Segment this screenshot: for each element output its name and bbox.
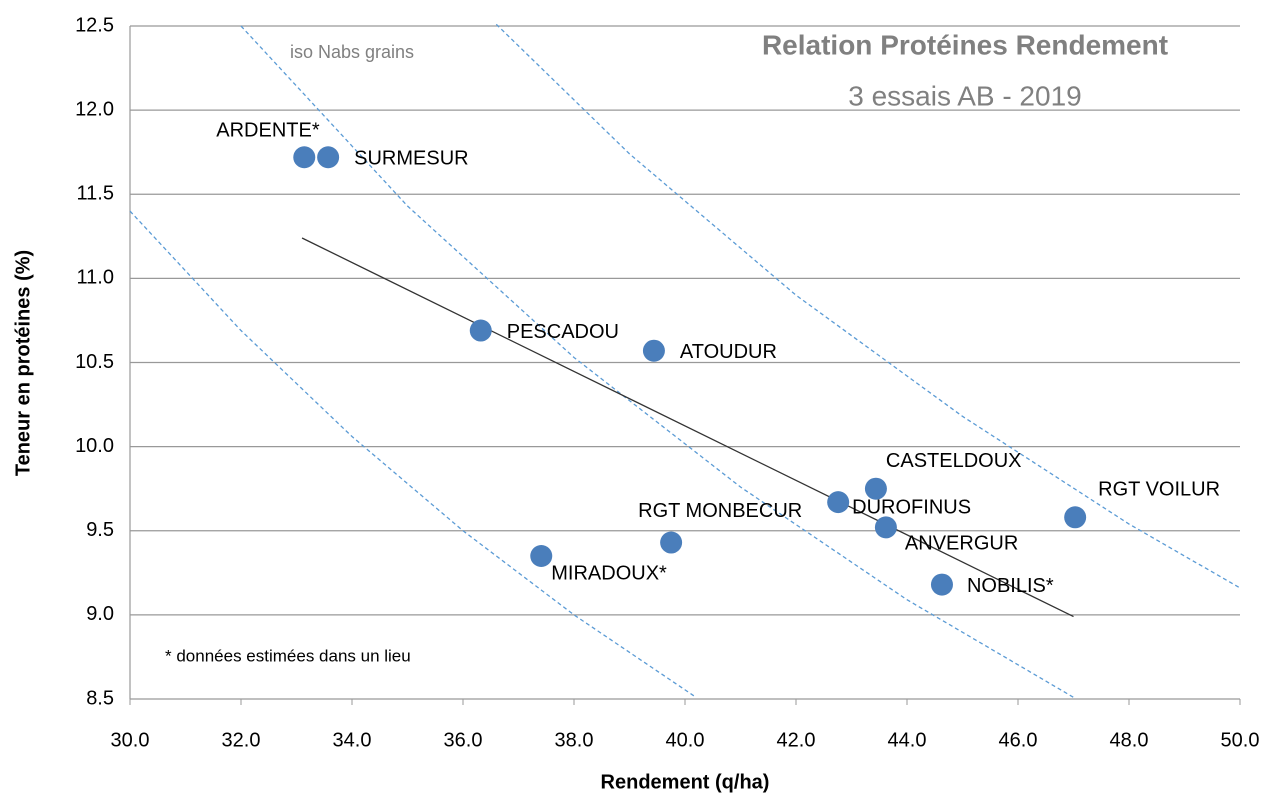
x-tick-label: 38.0	[555, 729, 594, 751]
y-tick-label: 12.5	[75, 14, 114, 36]
y-tick-label: 12.0	[75, 98, 114, 120]
y-tick-label: 11.0	[77, 267, 114, 289]
point-label: NOBILIS*	[967, 575, 1054, 597]
x-tick-label: 44.0	[888, 729, 927, 751]
point-label: RGT MONBECUR	[638, 500, 802, 522]
data-point	[864, 477, 887, 500]
x-tick-label: 32.0	[222, 729, 261, 751]
x-tick-label: 46.0	[999, 729, 1038, 751]
point-label: CASTELDOUX	[886, 450, 1022, 472]
data-point	[469, 319, 492, 342]
trend-line	[301, 237, 1074, 618]
data-point	[530, 544, 553, 567]
x-tick-label: 40.0	[666, 729, 705, 751]
x-tick-label: 30.0	[111, 729, 150, 751]
x-tick-label: 34.0	[333, 729, 372, 751]
data-point	[642, 339, 665, 362]
x-axis-label: Rendement (q/ha)	[601, 771, 770, 793]
data-point	[1064, 506, 1087, 529]
annotation: * données estimées dans un lieu	[165, 646, 411, 665]
iso-curve	[495, 23, 1241, 589]
x-tick-label: 36.0	[444, 729, 483, 751]
point-label: SURMESUR	[354, 148, 468, 170]
data-point	[317, 146, 340, 169]
x-tick-label: 42.0	[777, 729, 816, 751]
y-tick-label: 9.5	[86, 519, 114, 541]
iso-curve	[129, 210, 697, 698]
y-tick-label: 8.5	[86, 687, 114, 709]
point-label: ANVERGUR	[905, 533, 1018, 555]
x-tick-label: 48.0	[1110, 729, 1149, 751]
data-point	[930, 573, 953, 596]
point-label: MIRADOUX*	[551, 562, 667, 584]
point-label: RGT VOILUR	[1098, 479, 1220, 501]
iso-curve	[240, 25, 1074, 698]
data-point	[293, 146, 316, 169]
point-label: DUROFINUS	[852, 496, 971, 518]
y-tick-label: 10.0	[75, 435, 114, 457]
y-axis-label: Teneur en protéines (%)	[12, 250, 34, 476]
data-point	[874, 516, 897, 539]
y-tick-label: 10.5	[75, 351, 114, 373]
y-tick-label: 11.5	[77, 183, 114, 205]
y-tick-label: 9.0	[86, 603, 114, 625]
annotation: iso Nabs grains	[290, 42, 414, 62]
point-label: ARDENTE*	[216, 120, 320, 142]
data-point	[827, 491, 850, 514]
chart-title: Relation Protéines Rendement	[762, 29, 1168, 60]
x-tick-label: 50.0	[1221, 729, 1260, 751]
point-label: PESCADOU	[507, 321, 619, 343]
data-point	[660, 531, 683, 554]
chart-subtitle: 3 essais AB - 2019	[848, 80, 1081, 111]
point-label: ATOUDUR	[680, 341, 777, 363]
